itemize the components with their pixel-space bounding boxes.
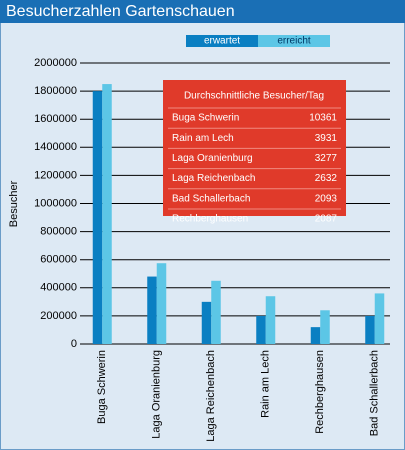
y-tick-label: 1800000 (34, 85, 77, 97)
table-name: Buga Schwerin (172, 113, 239, 124)
x-tick-label: Laga Reichenbach (205, 350, 217, 442)
y-tick-label: 1400000 (34, 141, 77, 153)
legend-label: erreicht (277, 36, 311, 47)
x-tick-label: Bad Schallerbach (369, 350, 381, 436)
y-tick-label: 1000000 (34, 197, 77, 209)
bar (147, 276, 157, 344)
y-tick-label: 0 (71, 338, 77, 350)
table-name: Laga Reichenbach (172, 173, 255, 184)
table-name: Laga Oranienburg (172, 153, 253, 164)
x-tick-label: Buga Schwerin (96, 350, 108, 424)
bar (156, 263, 167, 344)
x-tick-label: Laga Oranienburg (151, 350, 163, 439)
table-value: 10361 (309, 113, 337, 124)
table-value: 2093 (315, 193, 338, 204)
table-title: Durchschnittliche Besucher/Tag (184, 91, 324, 102)
table-value: 3931 (315, 133, 338, 144)
y-tick-label: 1200000 (34, 169, 77, 181)
bar (201, 301, 212, 344)
bar (365, 315, 375, 344)
table-value: 3277 (315, 153, 338, 164)
bar (265, 296, 276, 344)
bar (102, 84, 112, 344)
y-tick-label: 800000 (40, 226, 77, 238)
y-tick-label: 2000000 (34, 57, 77, 69)
legend-swatch (258, 35, 330, 47)
bar (92, 91, 103, 344)
chart-title: Besucherzahlen Gartenschauen (6, 3, 235, 20)
header (0, 0, 405, 23)
bar (374, 293, 385, 344)
bar (211, 280, 221, 344)
y-tick-label: 600000 (40, 254, 77, 266)
legend-label: erwartet (204, 36, 240, 47)
x-tick-label: Rechberghausen (314, 350, 326, 434)
table-value: 2087 (315, 214, 338, 225)
legend-swatch (186, 35, 258, 47)
bar (310, 327, 321, 344)
y-tick-label: 1600000 (34, 113, 77, 125)
table-name: Rechberghausen (172, 214, 248, 225)
bar (320, 310, 330, 344)
y-tick-label: 400000 (40, 282, 77, 294)
x-tick-label: Rain am Lech (260, 350, 272, 418)
y-tick-label: 200000 (40, 310, 77, 322)
table-value: 2632 (315, 173, 338, 184)
bar (256, 315, 266, 344)
y-axis-label: Besucher (8, 180, 20, 227)
table-name: Bad Schallerbach (172, 193, 250, 204)
table-name: Rain am Lech (172, 133, 234, 144)
